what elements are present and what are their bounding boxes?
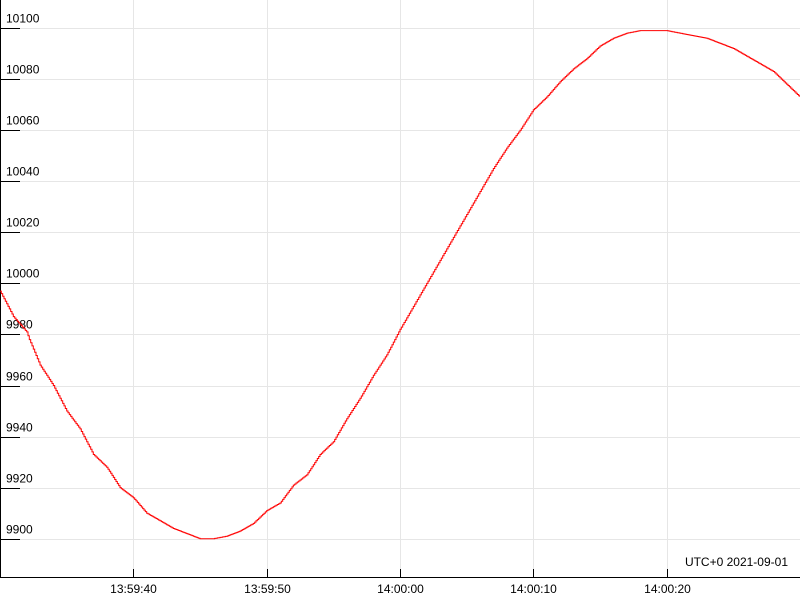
x-gridlines: [133, 0, 668, 577]
x-tick-label: 14:00:00: [377, 582, 424, 596]
x-tick-label: 14:00:20: [644, 582, 691, 596]
y-tick-label: 9900: [6, 523, 33, 537]
y-tick-label: 10020: [6, 216, 40, 230]
y-tick-label: 10040: [6, 165, 40, 179]
y-tick-label: 9940: [6, 421, 33, 435]
x-tick-label: 13:59:50: [244, 582, 291, 596]
y-tick-label: 10100: [6, 12, 40, 26]
x-axis-ticks: 13:59:40 13:59:50 14:00:00 14:00:10 14:00:20: [110, 569, 691, 596]
y-tick-label: 10060: [6, 114, 40, 128]
x-tick-label: 13:59:40: [110, 582, 157, 596]
x-tick-label: 14:00:10: [510, 582, 557, 596]
timezone-label: UTC+0 2021-09-01: [685, 555, 788, 569]
y-tick-label: 10000: [6, 267, 40, 281]
y-tick-label: 10080: [6, 63, 40, 77]
y-axis-ticks: 9900992099409960998010000100201004010060…: [0, 12, 40, 540]
series-line: [0, 30, 800, 540]
y-tick-label: 9920: [6, 472, 33, 486]
y-tick-label: 9960: [6, 370, 33, 384]
